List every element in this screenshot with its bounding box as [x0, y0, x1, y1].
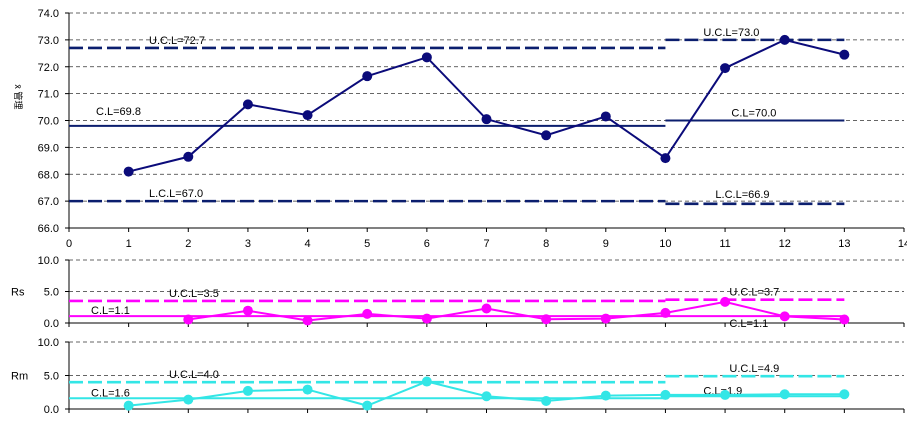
rs-ytick-label: 0.0 — [44, 318, 59, 330]
xbar-data-point — [123, 166, 134, 177]
xbar-lcl-label: L.C.L=66.9 — [715, 189, 769, 201]
rs-ytick-label: 10.0 — [38, 255, 59, 267]
xbar-xtick-label: 12 — [779, 238, 791, 250]
rs-data-point — [541, 314, 552, 325]
xbar-lcl-label: L.C.L=67.0 — [149, 188, 203, 200]
rm-data-point — [541, 395, 552, 406]
xbar-ytick-label: 68.0 — [38, 169, 59, 181]
rs-data-point — [183, 314, 194, 325]
xbar-data-point — [720, 63, 731, 74]
rs-axis-title: Rs — [11, 287, 25, 299]
xbar-data-point — [302, 110, 313, 121]
xbar-ytick-label: 74.0 — [38, 8, 59, 20]
xbar-data-point — [481, 114, 492, 125]
rs-data-point — [421, 313, 432, 324]
xbar-xtick-label: 3 — [245, 238, 251, 250]
xbar-xtick-label: 0 — [66, 238, 72, 250]
xbar-data-point — [600, 111, 611, 122]
rs-data-point — [302, 315, 313, 326]
rs-data-point — [660, 307, 671, 318]
rm-data-point — [242, 385, 253, 396]
xbar-xtick-label: 8 — [543, 238, 549, 250]
xbar-data-point — [362, 71, 373, 82]
xbar-xtick-label: 5 — [364, 238, 370, 250]
xbar-xtick-label: 9 — [603, 238, 609, 250]
xbar-ytick-label: 66.0 — [38, 223, 59, 235]
rs-data-point — [839, 314, 850, 325]
xbar-xtick-label: 10 — [659, 238, 671, 250]
rs-cl-label: C.L=1.1 — [91, 305, 130, 317]
rm-data-point — [302, 384, 313, 395]
xbar-xtick-label: 7 — [483, 238, 489, 250]
rm-ucl-label: U.C.L=4.9 — [729, 363, 779, 375]
xbar-ytick-label: 71.0 — [38, 89, 59, 101]
rm-data-point — [362, 400, 373, 411]
rs-data-point — [779, 311, 790, 322]
xbar-xtick-label: 1 — [126, 238, 132, 250]
rs-ucl-label: U.C.L=3.7 — [729, 287, 779, 299]
rs-data-point — [481, 303, 492, 314]
rm-data-point — [600, 390, 611, 401]
xbar-cl-label: C.L=69.8 — [96, 106, 141, 118]
rm-ytick-label: 0.0 — [44, 404, 59, 416]
rm-ucl-label: U.C.L=4.0 — [169, 369, 219, 381]
xbar-ytick-label: 70.0 — [38, 116, 59, 128]
rm-data-point — [421, 376, 432, 387]
xbar-data-point — [779, 34, 790, 45]
rm-data-point — [183, 394, 194, 405]
xbar-xtick-label: 4 — [305, 238, 311, 250]
xbar-ytick-label: 72.0 — [38, 62, 59, 74]
xbar-ytick-label: 73.0 — [38, 35, 59, 47]
rm-panel: 0.05.010.0RmU.C.L=4.0C.L=1.6U.C.L=4.9C.L… — [11, 337, 905, 416]
xbar-data-point — [839, 49, 850, 60]
xbar-xtick-label: 11 — [719, 238, 730, 250]
xbar-panel: 66.067.068.069.070.071.072.073.074.00 1 2 3… — [13, 8, 907, 250]
rm-data-point — [660, 389, 671, 400]
rs-cl-label: C.L=1.1 — [729, 318, 768, 330]
rs-ytick-label: 5.0 — [44, 287, 59, 299]
rm-axis-title: Rm — [11, 371, 28, 383]
xbar-xtick-label: 2 — [185, 238, 191, 250]
xbar-data-point — [541, 130, 552, 141]
xbar-cl-label: C.L=70.0 — [731, 108, 776, 120]
xbar-ytick-label: 69.0 — [38, 142, 59, 154]
rm-data-point — [779, 389, 790, 400]
rm-data-point — [123, 400, 134, 411]
rs-ucl-label: U.C.L=3.5 — [169, 288, 219, 300]
rm-data-point — [481, 391, 492, 402]
rs-data-point — [600, 313, 611, 324]
xbar-data-point — [242, 99, 253, 110]
rs-data-point — [242, 305, 253, 316]
xbar-axis-title: x̄ 管理 — [13, 84, 24, 109]
xbar-xtick-label: 14 — [898, 238, 907, 250]
rm-ytick-label: 5.0 — [44, 371, 59, 383]
xbar-ytick-label: 67.0 — [38, 196, 59, 208]
xbar-data-point — [660, 153, 671, 164]
rm-cl-label: C.L=1.6 — [91, 387, 130, 399]
xbar-xtick-label: 6 — [424, 238, 430, 250]
rs-panel: 0.0 5.0 10.0 Rs U.C.L=3.5 C.L=1.1 U.C.L=3.7 C.L… — [11, 255, 905, 330]
xbar-series-line — [128, 38, 845, 173]
xbar-ucl-label: U.C.L=73.0 — [703, 27, 759, 39]
xbar-data-point — [183, 151, 194, 162]
xbar-xtick-label: 13 — [838, 238, 850, 250]
rs-data-point — [362, 308, 373, 319]
rm-ytick-label: 10.0 — [38, 337, 59, 349]
rs-series-line — [188, 300, 845, 322]
rm-data-point — [720, 389, 731, 400]
xbar-data-point — [421, 52, 432, 63]
rs-data-point — [720, 296, 731, 307]
rm-data-point — [839, 389, 850, 400]
xbar-ucl-label: U.C.L=72.7 — [149, 35, 205, 47]
